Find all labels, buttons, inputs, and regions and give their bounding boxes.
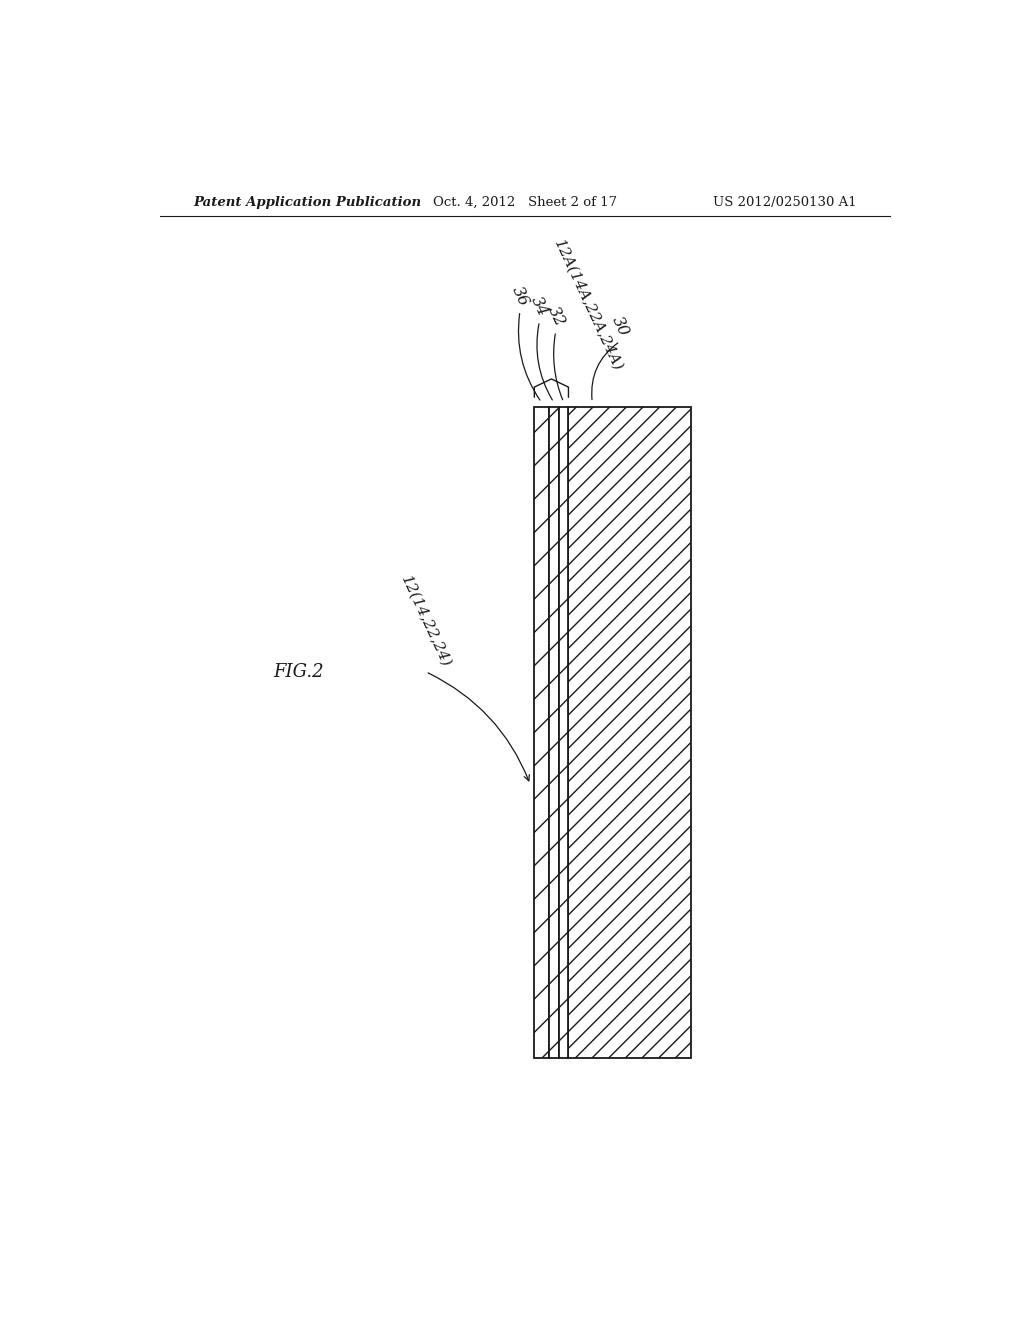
Text: 12A(14A,22A,24A): 12A(14A,22A,24A) [551,238,625,374]
Text: 12(14,22,24): 12(14,22,24) [398,573,453,669]
Bar [559,408,568,1057]
Text: Oct. 4, 2012   Sheet 2 of 17: Oct. 4, 2012 Sheet 2 of 17 [433,195,616,209]
Bar [568,408,691,1057]
Text: Patent Application Publication: Patent Application Publication [194,195,421,209]
Text: FIG.2: FIG.2 [273,663,324,681]
Text: 32: 32 [544,304,567,329]
Text: 36: 36 [508,284,532,309]
Bar [535,408,549,1057]
Text: US 2012/0250130 A1: US 2012/0250130 A1 [713,195,856,209]
Text: 34: 34 [527,293,552,319]
Text: 30: 30 [608,314,632,339]
Bar [549,408,559,1057]
